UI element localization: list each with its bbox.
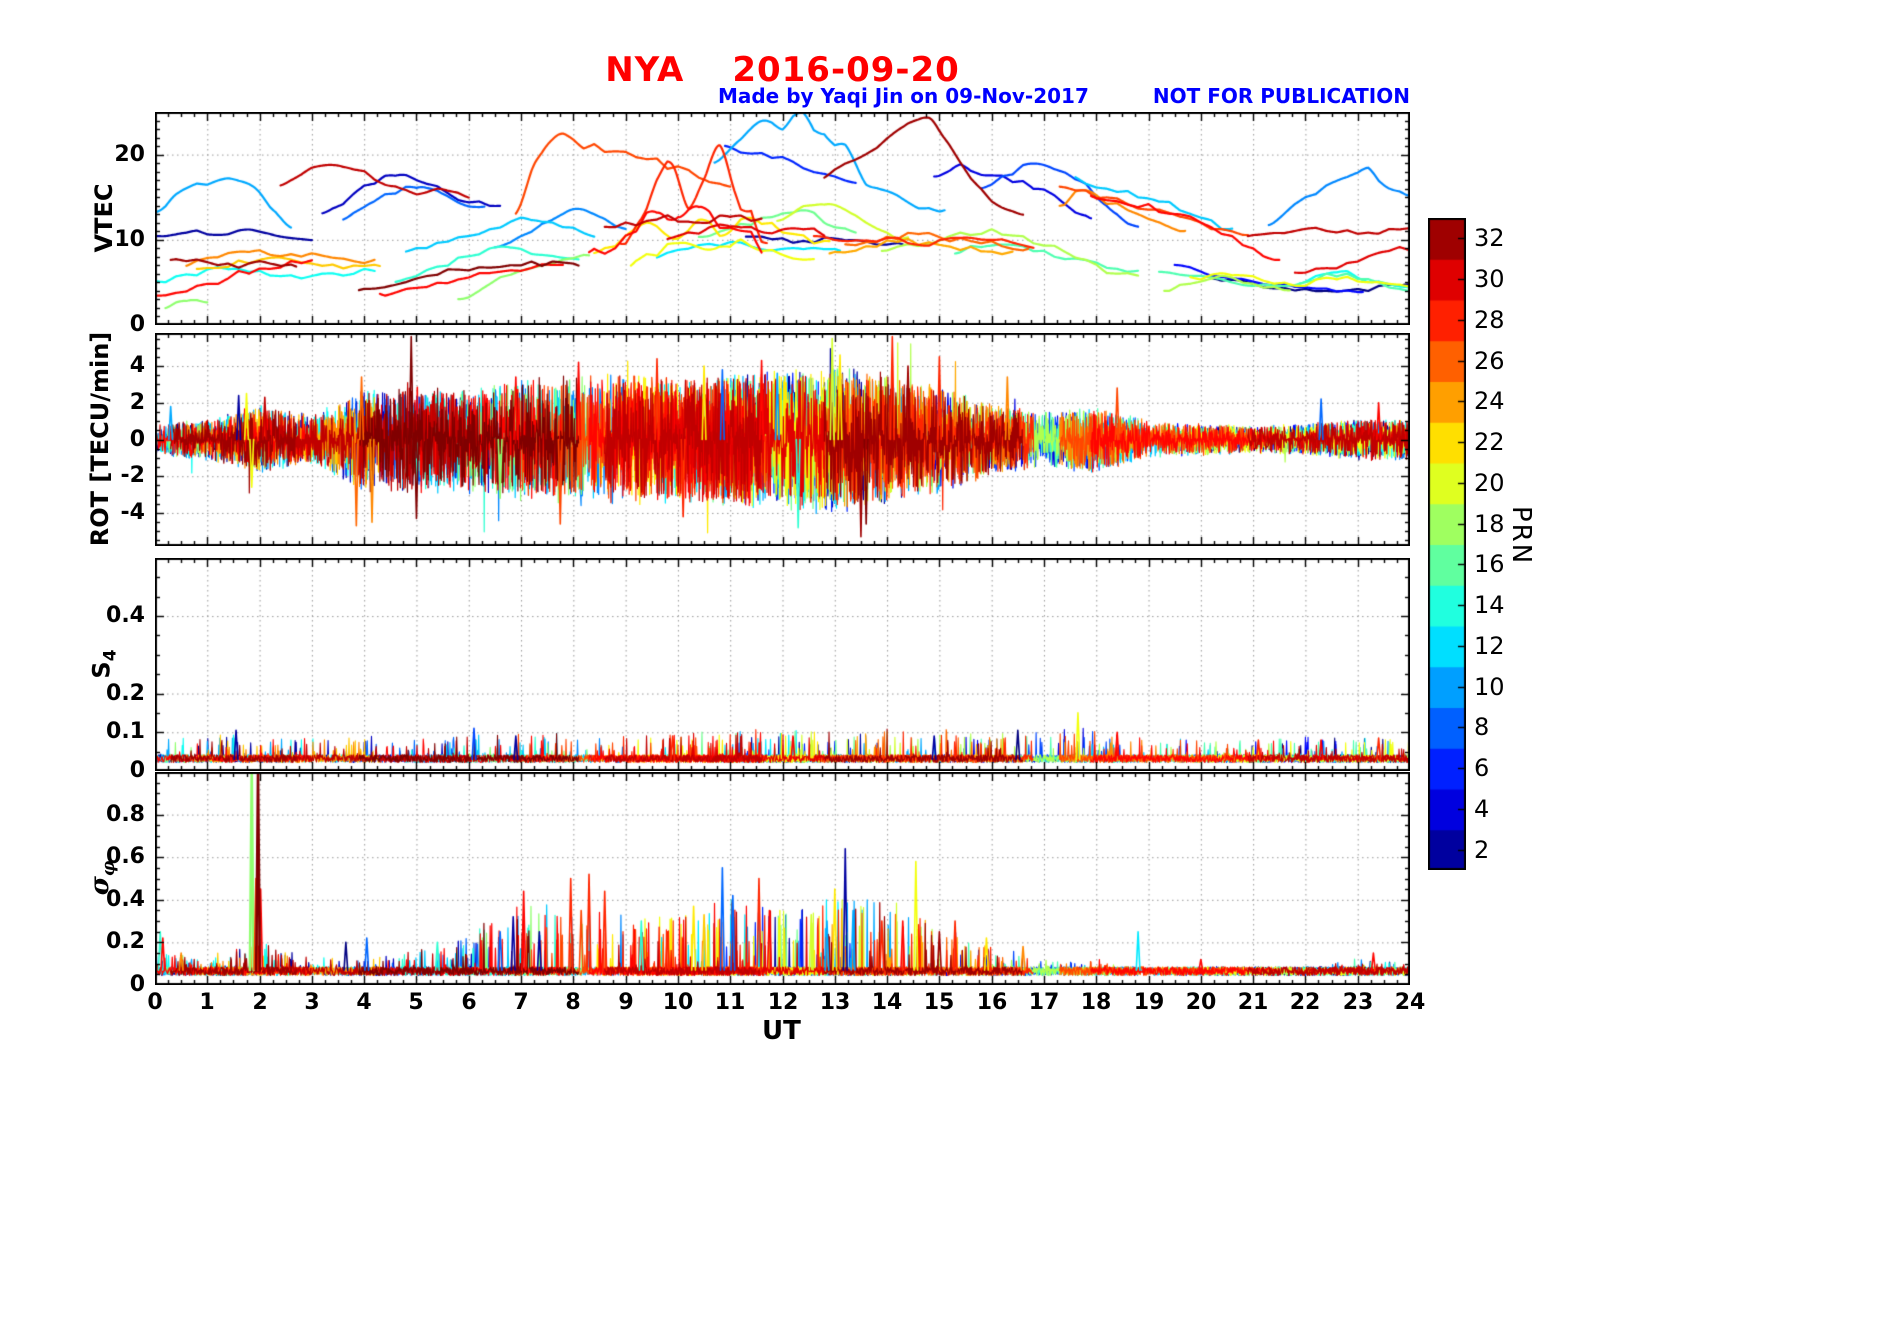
x-tick-label: 3 (304, 990, 320, 1015)
y-tick-label-s4: 0.4 (106, 603, 145, 628)
y-tick-label-rot: 4 (129, 353, 145, 378)
y-tick-label-s4: 0 (129, 758, 145, 783)
x-tick-label: 0 (147, 990, 163, 1015)
x-tick-label: 22 (1289, 990, 1321, 1015)
x-tick-label: 10 (662, 990, 694, 1015)
ylabel-s4: S4 (87, 649, 121, 679)
x-tick-label: 13 (819, 990, 851, 1015)
y-tick-label-rot: 0 (129, 427, 145, 452)
y-tick-label-sigma_phi: 0.2 (106, 929, 145, 954)
x-tick-label: 9 (618, 990, 634, 1015)
y-tick-label-rot: -2 (120, 463, 145, 488)
colorbar-tick-label: 8 (1474, 713, 1490, 741)
xaxis-label: UT (762, 1016, 801, 1046)
colorbar-tick-label: 30 (1474, 265, 1505, 293)
credit-text: Made by Yaqi Jin on 09-Nov-2017 (717, 84, 1089, 108)
sigma-phi-panel-canvas (155, 772, 1410, 985)
colorbar-tick-label: 12 (1474, 632, 1505, 660)
colorbar-tick-label: 24 (1474, 387, 1505, 415)
x-tick-label: 6 (461, 990, 477, 1015)
y-tick-label-sigma_phi: 0.8 (106, 802, 145, 827)
y-tick-label-vtec: 20 (114, 142, 145, 167)
chart-date: 2016-09-20 (732, 50, 960, 90)
x-tick-label: 7 (513, 990, 529, 1015)
station-name: NYA (605, 50, 685, 90)
y-tick-label-sigma_phi: 0.4 (106, 887, 145, 912)
x-tick-label: 24 (1394, 990, 1426, 1015)
colorbar-tick-label: 10 (1474, 673, 1505, 701)
colorbar-tick-label: 20 (1474, 469, 1505, 497)
y-tick-label-sigma_phi: 0 (129, 972, 145, 997)
colorbar-tick-label: 22 (1474, 428, 1505, 456)
x-tick-label: 18 (1080, 990, 1112, 1015)
s4-panel-canvas (155, 558, 1410, 771)
colorbar (1428, 218, 1466, 870)
y-tick-label-sigma_phi: 0.6 (106, 844, 145, 869)
x-tick-label: 4 (356, 990, 372, 1015)
y-tick-label-rot: -4 (120, 500, 145, 525)
colorbar-tick-label: 32 (1474, 224, 1505, 252)
colorbar-tick-label: 6 (1474, 754, 1490, 782)
y-tick-label-vtec: 0 (129, 312, 145, 337)
x-tick-label: 17 (1028, 990, 1060, 1015)
x-tick-label: 5 (408, 990, 424, 1015)
notice-text: NOT FOR PUBLICATION (1152, 84, 1410, 108)
y-tick-label-vtec: 10 (114, 227, 145, 252)
x-tick-label: 23 (1342, 990, 1374, 1015)
x-tick-label: 11 (714, 990, 746, 1015)
colorbar-tick-label: 16 (1474, 550, 1505, 578)
x-tick-label: 21 (1237, 990, 1269, 1015)
x-tick-label: 8 (565, 990, 581, 1015)
colorbar-tick-label: 4 (1474, 795, 1490, 823)
y-tick-label-s4: 0.1 (106, 719, 145, 744)
x-tick-label: 14 (871, 990, 903, 1015)
chart-title: NYA 2016-09-20 (155, 50, 1410, 90)
x-tick-label: 20 (1185, 990, 1217, 1015)
vtec-panel-canvas (155, 112, 1410, 325)
colorbar-label: PRN (1506, 506, 1536, 566)
x-tick-label: 12 (767, 990, 799, 1015)
rot-panel-canvas (155, 333, 1410, 546)
x-tick-label: 1 (199, 990, 215, 1015)
colorbar-tick-label: 18 (1474, 510, 1505, 538)
colorbar-tick-label: 26 (1474, 347, 1505, 375)
colorbar-tick-label: 2 (1474, 836, 1490, 864)
y-tick-label-rot: 2 (129, 390, 145, 415)
x-tick-label: 15 (923, 990, 955, 1015)
colorbar-tick-label: 28 (1474, 306, 1505, 334)
x-tick-label: 19 (1133, 990, 1165, 1015)
chart-subtitle: Made by Yaqi Jin on 09-Nov-2017 NOT FOR P… (155, 84, 1410, 108)
colorbar-tick-label: 14 (1474, 591, 1505, 619)
x-tick-label: 16 (976, 990, 1008, 1015)
x-tick-label: 2 (252, 990, 268, 1015)
y-tick-label-s4: 0.2 (106, 681, 145, 706)
